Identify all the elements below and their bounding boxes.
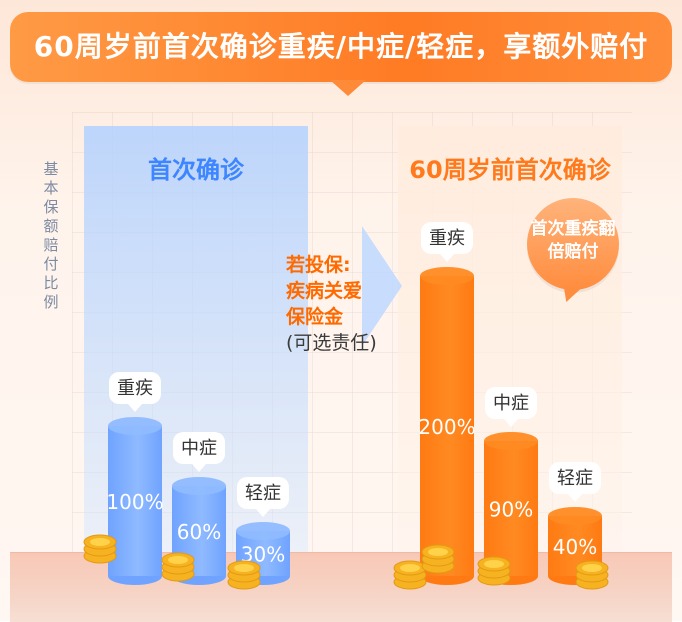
- right-bar-value-3: 40%: [553, 535, 597, 559]
- coin-stack-icon: [161, 552, 195, 582]
- right-category-bubble-3: [549, 462, 601, 494]
- right-category-bubble-2: [485, 387, 537, 419]
- headline-banner: 60周岁前首次确诊重疾/中症/轻症，享额外赔付: [10, 12, 672, 96]
- left-bar-cap-1: [108, 417, 162, 435]
- left-category-bubble-tip-2: [192, 464, 206, 472]
- left-category-bubble-3: [237, 477, 289, 509]
- left-panel-title: 首次确诊: [148, 156, 244, 184]
- left-category-bubble-1: [109, 372, 161, 404]
- note-line-4: (可选责任): [286, 332, 377, 354]
- left-category-label-1: 重疾: [117, 378, 153, 399]
- left-category-bubble-tip-1: [128, 404, 142, 412]
- right-category-label-1: 重疾: [429, 228, 465, 249]
- coin-stack-icon: [227, 560, 261, 590]
- left-bar-cap-2: [172, 477, 226, 495]
- coin-stack-icon: [83, 534, 117, 564]
- transition-arrow: [362, 226, 402, 346]
- left-category-label-3: 轻症: [245, 483, 281, 504]
- left-bar-value-2: 60%: [177, 520, 221, 544]
- right-category-label-3: 轻症: [557, 468, 593, 489]
- double-payout-text: 首次重疾翻倍赔付: [530, 219, 616, 262]
- right-bar-group-1: 200% 重疾: [418, 222, 476, 585]
- note-line-1: 若投保:: [286, 254, 351, 276]
- left-bar-cap-3: [236, 522, 290, 540]
- coin-stack-icon: [421, 544, 455, 574]
- coin-stack-icon: [575, 560, 609, 590]
- right-panel-title: 60周岁前首次确诊: [409, 156, 611, 184]
- right-bar-cap-2: [484, 432, 538, 450]
- right-category-bubble-tip-3: [568, 494, 582, 502]
- right-category-bubble-tip-1: [440, 254, 454, 262]
- right-bar-value-1: 200%: [418, 415, 475, 439]
- left-bar-group-1: 100% 重疾: [106, 372, 164, 585]
- right-category-bubble-1: [421, 222, 473, 254]
- optional-benefit-note: 若投保: 疾病关爱 保险金 (可选责任): [286, 252, 377, 356]
- left-bar-1: [108, 426, 162, 576]
- right-bar-1: [420, 276, 474, 576]
- note-line-2: 疾病关爱: [286, 280, 363, 302]
- right-category-label-2: 中症: [493, 393, 529, 414]
- right-bar-cap-1: [420, 267, 474, 285]
- note-line-3: 保险金: [286, 306, 344, 328]
- right-category-bubble-tip-2: [504, 419, 518, 427]
- double-payout-badge: 首次重疾翻倍赔付: [527, 198, 619, 290]
- left-category-bubble-tip-3: [256, 509, 270, 517]
- right-bar-2: [484, 441, 538, 576]
- headline-text: 60周岁前首次确诊重疾/中症/轻症，享额外赔付: [33, 30, 649, 63]
- right-bar-cap-3: [548, 507, 602, 525]
- coin-stack-icon: [477, 556, 511, 586]
- right-bar-value-2: 90%: [489, 498, 533, 522]
- right-bar-group-3: 40% 轻症: [548, 462, 602, 585]
- coin-stack-icon: [393, 560, 427, 590]
- left-category-label-2: 中症: [181, 438, 217, 459]
- left-bar-value-1: 100%: [106, 490, 163, 514]
- right-bar-group-2: 90% 中症: [484, 387, 538, 585]
- y-axis-label: 基本保额赔付比例: [43, 160, 59, 311]
- left-category-bubble-2: [173, 432, 225, 464]
